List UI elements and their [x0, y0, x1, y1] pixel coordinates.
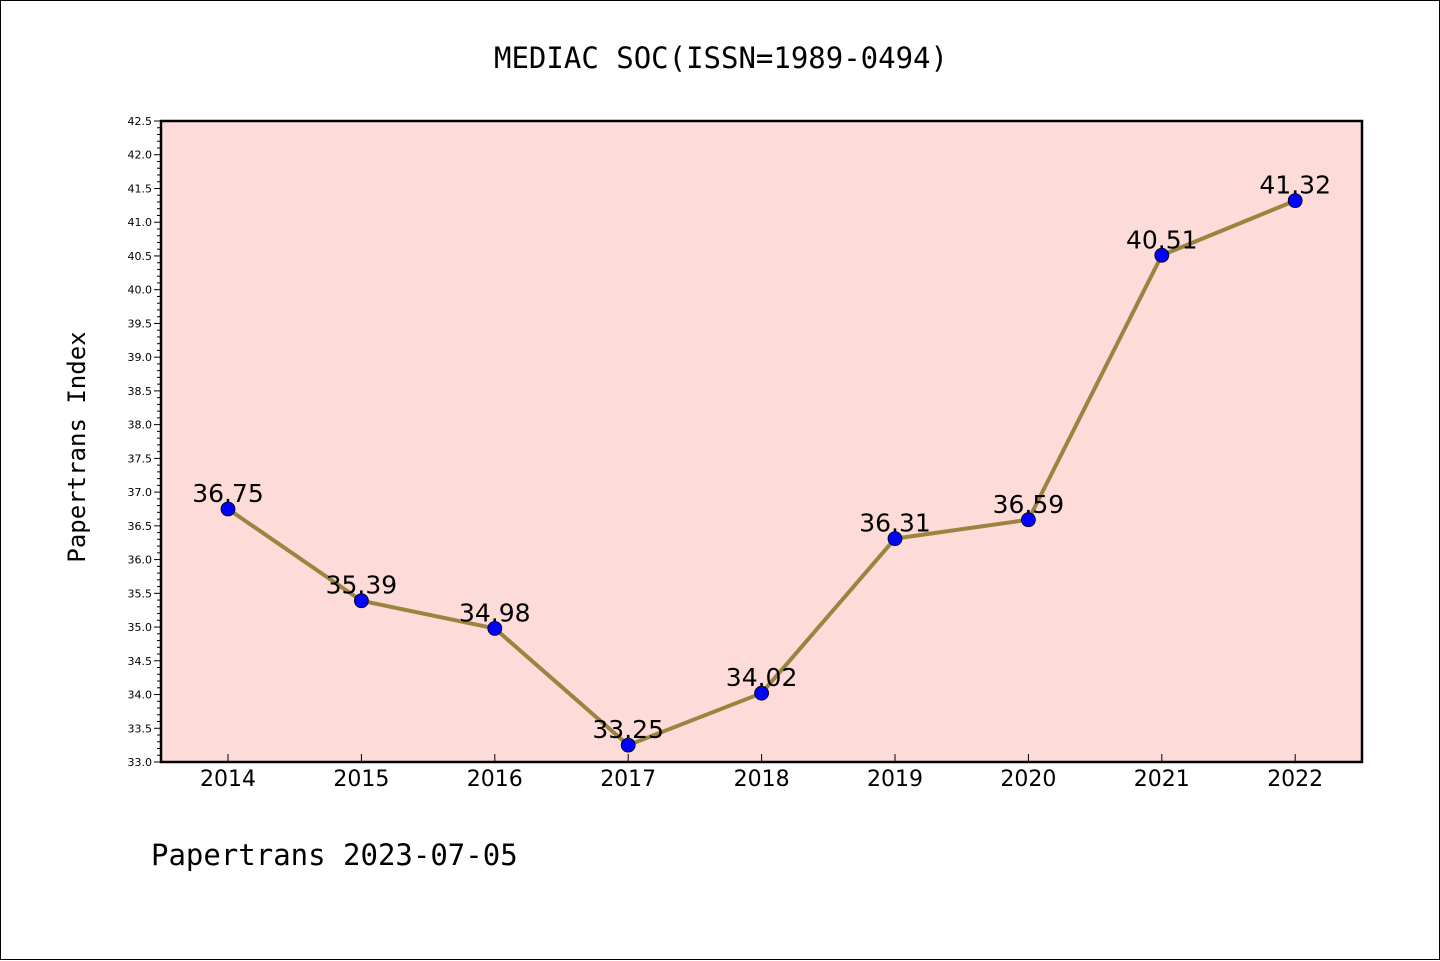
data-point — [620, 737, 636, 753]
y-tick-label: 33.0 — [128, 756, 153, 769]
x-tick-label: 2021 — [1134, 767, 1190, 792]
y-tick-label: 40.5 — [128, 250, 153, 263]
x-tick-label: 2020 — [1000, 767, 1056, 792]
data-point — [1154, 247, 1170, 263]
data-points — [220, 193, 1303, 753]
data-point — [754, 685, 769, 701]
y-tick-label: 37.5 — [128, 452, 153, 465]
y-tick-label: 42.0 — [128, 149, 153, 162]
footer-text: Papertrans 2023-07-05 — [151, 838, 518, 872]
y-tick-label: 34.5 — [128, 655, 153, 668]
data-label: 35.39 — [326, 571, 398, 600]
y-axis-label: Papertrans Index — [63, 331, 91, 562]
data-label: 34.02 — [726, 663, 798, 692]
data-label: 41.32 — [1259, 171, 1331, 200]
x-tick-label: 2018 — [734, 767, 790, 792]
y-tick-label: 35.5 — [128, 587, 153, 600]
y-tick-label: 36.0 — [128, 554, 153, 567]
data-label: 34.98 — [459, 598, 531, 627]
plot-border — [159, 119, 1364, 764]
x-tick-label: 2022 — [1267, 767, 1323, 792]
x-tick-label: 2017 — [600, 767, 656, 792]
x-tick-label: 2019 — [867, 767, 923, 792]
y-tick-label: 42.5 — [128, 115, 153, 128]
data-label: 36.75 — [192, 479, 264, 508]
y-axis: 33.0 33.5 34.0 34.5 35.0 35.5 36.0 36.5 37.0 37.5… — [128, 115, 161, 769]
y-tick-label: 41.0 — [128, 216, 153, 229]
x-tick-label: 2015 — [333, 767, 389, 792]
x-tick-label: 2014 — [200, 767, 256, 792]
data-label: 40.51 — [1126, 225, 1198, 254]
y-tick-label: 34.0 — [128, 689, 153, 702]
data-point — [1021, 512, 1036, 528]
data-point — [1287, 193, 1303, 209]
data-label: 36.59 — [993, 490, 1065, 519]
y-tick-label: 37.0 — [128, 486, 153, 499]
plot-area — [161, 121, 1362, 762]
y-tick-label: 40.0 — [128, 284, 153, 297]
data-point — [887, 531, 903, 547]
data-point — [220, 501, 236, 517]
y-tick-label: 36.5 — [128, 520, 153, 533]
data-labels: 36.75 35.39 34.98 33.25 34.02 36.31 36.59 40.51… — [192, 171, 1331, 745]
x-axis: 2014 2015 2016 2017 2018 2019 2020 2021 2022 — [200, 754, 1323, 792]
y-tick-label: 39.5 — [128, 317, 153, 330]
y-tick-label: 38.5 — [128, 385, 153, 398]
y-tick-label: 35.0 — [128, 621, 153, 634]
data-point — [353, 593, 369, 609]
y-tick-label: 38.0 — [128, 419, 153, 432]
data-point — [487, 621, 503, 636]
data-label: 36.31 — [859, 509, 931, 538]
y-tick-label: 39.0 — [128, 351, 153, 364]
chart-title: MEDIAC SOC(ISSN=1989-0494) — [494, 41, 948, 75]
y-tick-label: 41.5 — [128, 182, 153, 195]
x-tick-label: 2016 — [467, 767, 523, 792]
y-tick-label: 33.5 — [128, 722, 153, 735]
data-label: 33.25 — [592, 715, 664, 744]
